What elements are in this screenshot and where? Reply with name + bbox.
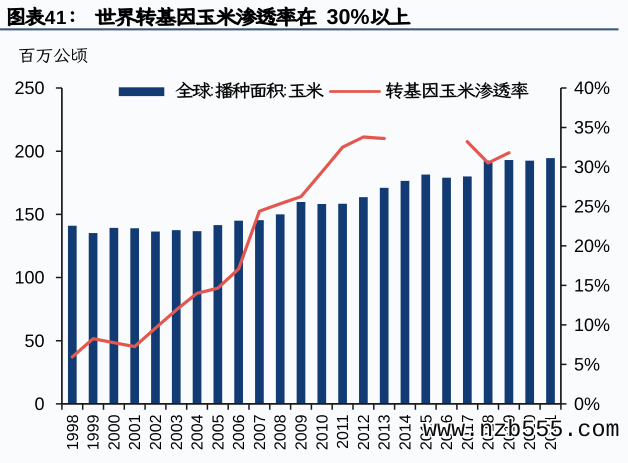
svg-text::: : [283, 82, 287, 99]
svg-text:30%: 30% [574, 157, 610, 177]
svg-text:40%: 40% [574, 78, 610, 98]
svg-text:2006: 2006 [231, 414, 248, 450]
svg-text:250: 250 [14, 78, 44, 98]
svg-text:1999: 1999 [86, 414, 103, 450]
svg-text:2005: 2005 [210, 414, 227, 450]
svg-text:2001: 2001 [127, 414, 144, 450]
svg-text:2017: 2017 [460, 414, 477, 450]
svg-text:35%: 35% [574, 118, 610, 138]
svg-text:10%: 10% [574, 315, 610, 335]
svg-text:1998: 1998 [65, 414, 82, 450]
svg-text:0: 0 [34, 394, 44, 414]
svg-text:25%: 25% [574, 197, 610, 217]
svg-text:150: 150 [14, 205, 44, 225]
svg-text:30%: 30% [327, 5, 370, 29]
svg-text:2010: 2010 [314, 414, 331, 450]
svg-text:2020: 2020 [522, 414, 539, 450]
svg-text:2009: 2009 [294, 414, 311, 450]
svg-text:2003: 2003 [169, 414, 186, 450]
svg-text:100: 100 [14, 268, 44, 288]
svg-text:2013: 2013 [377, 414, 394, 450]
svg-text:15%: 15% [574, 276, 610, 296]
svg-text::: : [210, 82, 214, 99]
svg-text:2000: 2000 [106, 414, 123, 450]
svg-text:20%: 20% [574, 236, 610, 256]
svg-text:41: 41 [45, 8, 67, 29]
svg-text:2008: 2008 [273, 414, 290, 450]
svg-text:2014: 2014 [398, 414, 415, 450]
svg-text:0%: 0% [574, 394, 600, 414]
svg-text:50: 50 [24, 331, 44, 351]
svg-text:2004: 2004 [190, 414, 207, 450]
svg-text:2015: 2015 [418, 414, 435, 450]
svg-text:www.nzb555.com: www.nzb555.com [423, 418, 620, 444]
svg-text:200: 200 [14, 141, 44, 161]
svg-text:2007: 2007 [252, 414, 269, 450]
svg-text:2018: 2018 [481, 414, 498, 450]
svg-text:2012: 2012 [356, 414, 373, 450]
svg-text:5%: 5% [574, 355, 600, 375]
svg-text:2002: 2002 [148, 414, 165, 450]
svg-text:2019: 2019 [501, 414, 518, 450]
svg-text:2011: 2011 [335, 414, 352, 449]
svg-text:2016: 2016 [439, 414, 456, 450]
svg-text:2021: 2021 [543, 414, 560, 450]
